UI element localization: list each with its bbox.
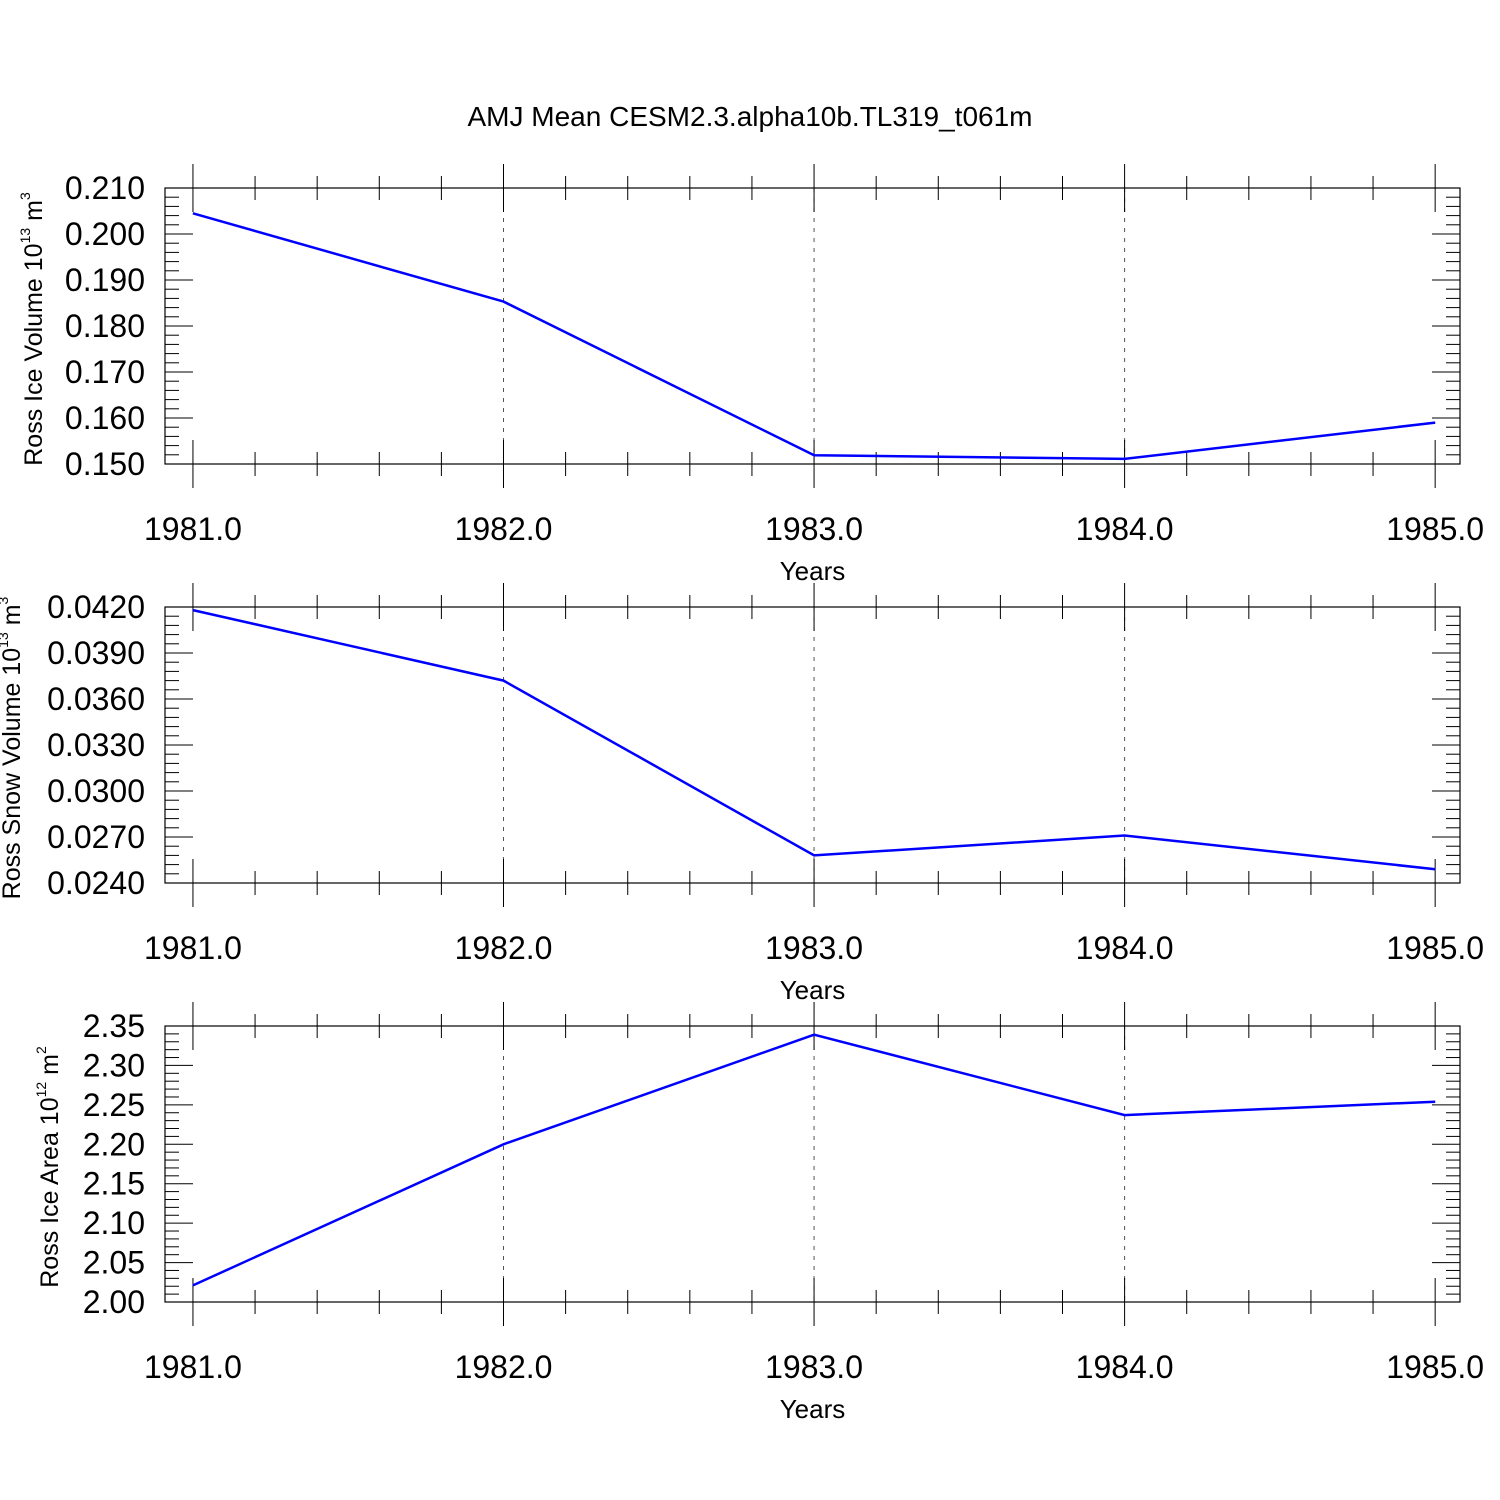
y-tick-label: 2.25	[83, 1087, 145, 1123]
x-tick-label: 1984.0	[1076, 1349, 1174, 1385]
x-tick-label: 1985.0	[1386, 511, 1484, 547]
x-tick-label: 1982.0	[455, 1349, 553, 1385]
x-tick-label: 1984.0	[1076, 511, 1174, 547]
x-tick-label: 1982.0	[455, 930, 553, 966]
series-line	[192, 1033, 1436, 1287]
y-axis-label-text: Ross Snow Volume 10	[0, 648, 26, 900]
panel-3: 1981.0 1982.0 1983.0 1984.0 1985.0 2.002.05 2.…	[33, 1002, 1484, 1424]
y-tick-label: 0.0300	[47, 773, 145, 809]
y-tick-label: 0.190	[65, 262, 145, 298]
x-axis-label: Years	[780, 556, 846, 586]
series-line	[192, 212, 1436, 461]
y-tick-label: 0.150	[65, 446, 145, 482]
x-tick-label: 1981.0	[144, 1349, 242, 1385]
y-tick-label: 0.210	[65, 170, 145, 206]
series-line	[192, 608, 1436, 871]
y-tick-label: 0.0390	[47, 635, 145, 671]
y-tick-label: 2.00	[83, 1284, 145, 1320]
y-axis-label: Ross Snow Volume 1013 m3	[0, 596, 26, 899]
panel-2: 1981.0 1982.0 1983.0 1984.0 1985.0 0.0240 0.02…	[0, 583, 1484, 1005]
panel-1: 1981.0 1982.0 1983.0 1984.0 1985.0 0.150 0.160…	[17, 164, 1484, 586]
y-tick-label: 2.10	[83, 1205, 145, 1241]
plot-frame	[164, 187, 1461, 465]
x-tick-label: 1981.0	[144, 930, 242, 966]
y-axis-label-exponent: 13	[0, 632, 11, 648]
y-axis-label-text: Ross Ice Area 10	[36, 1097, 64, 1287]
y-axis-label-unit: m	[36, 1054, 64, 1082]
x-tick-label: 1981.0	[144, 511, 242, 547]
y-tick-label: 0.170	[65, 354, 145, 390]
panels: 1981.0 1982.0 1983.0 1984.0 1985.0 0.150 0.160…	[0, 164, 1484, 1424]
x-tick-label: 1982.0	[455, 511, 553, 547]
y-tick-label: 2.20	[83, 1126, 145, 1162]
y-tick-label: 2.30	[83, 1047, 145, 1083]
y-tick-label: 2.15	[83, 1166, 145, 1202]
y-tick-label: 0.0330	[47, 727, 145, 763]
x-tick-label: 1983.0	[765, 511, 863, 547]
chart-title: AMJ Mean CESM2.3.alpha10b.TL319_t061m	[468, 101, 1033, 132]
y-axis-label: Ross Ice Area 1012 m2	[33, 1046, 64, 1288]
x-tick-label: 1983.0	[765, 930, 863, 966]
y-tick-label: 0.160	[65, 400, 145, 436]
y-tick-label: 0.0270	[47, 819, 145, 855]
y-axis-label-unit-exponent: 3	[17, 192, 33, 200]
y-tick-label: 0.180	[65, 308, 145, 344]
y-axis-label-unit: m	[20, 200, 48, 228]
x-tick-label: 1985.0	[1386, 930, 1484, 966]
y-tick-label: 0.200	[65, 216, 145, 252]
y-axis-label-unit-exponent: 3	[0, 596, 11, 604]
x-tick-label: 1985.0	[1386, 1349, 1484, 1385]
y-axis-label-exponent: 13	[17, 228, 33, 244]
y-tick-label: 0.0240	[47, 865, 145, 901]
y-tick-label: 0.0360	[47, 681, 145, 717]
y-tick-label: 2.35	[83, 1008, 145, 1044]
y-axis-label: Ross Ice Volume 1013 m3	[17, 192, 48, 466]
y-tick-label: 2.05	[83, 1245, 145, 1281]
x-tick-label: 1984.0	[1076, 930, 1174, 966]
y-axis-label-text: Ross Ice Volume 10	[20, 243, 48, 465]
x-tick-label: 1983.0	[765, 1349, 863, 1385]
y-axis-label-exponent: 12	[33, 1082, 49, 1098]
y-axis-label-unit: m	[0, 604, 26, 632]
y-tick-label: 0.0420	[47, 589, 145, 625]
x-axis-label: Years	[780, 1394, 846, 1424]
plot-frame	[164, 1025, 1461, 1303]
x-axis-label: Years	[780, 975, 846, 1005]
y-axis-label-unit-exponent: 2	[33, 1046, 49, 1054]
